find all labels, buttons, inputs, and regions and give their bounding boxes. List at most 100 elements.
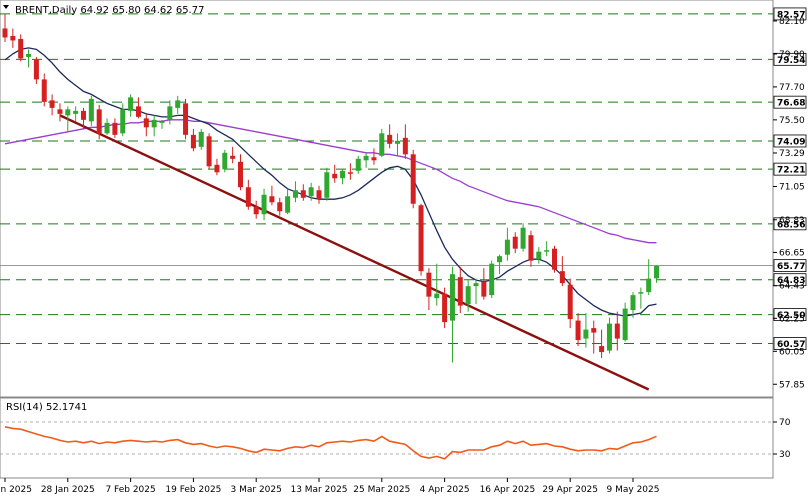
- candle-body: [410, 154, 416, 204]
- x-tick-label: 13 Mar 2025: [290, 485, 347, 495]
- candle-body: [285, 196, 291, 213]
- candle-body: [316, 190, 322, 200]
- candle-body: [81, 110, 86, 120]
- candle-body: [49, 100, 55, 108]
- level-label-box: [773, 95, 807, 109]
- horizontal-levels: [0, 13, 773, 345]
- candle: [638, 287, 644, 309]
- level-label-box: [773, 337, 807, 350]
- y-tick-label: 75.50: [779, 116, 805, 126]
- candle: [120, 103, 126, 137]
- candle-body: [379, 133, 385, 156]
- candle: [449, 266, 455, 363]
- candle-body: [261, 194, 267, 215]
- y-tick-label: 62.25: [779, 314, 805, 324]
- level-label-box: [773, 134, 807, 148]
- price-panel[interactable]: 82.57 79.54 76.68 74.09 72.21 68.56 64.83 62.50…: [0, 0, 807, 398]
- candle: [292, 181, 298, 203]
- candle: [504, 227, 510, 261]
- candle-body: [489, 263, 495, 296]
- y-tick-label: 79.90: [779, 50, 805, 60]
- y-tick-label: 66.65: [779, 248, 805, 258]
- candle-body: [395, 140, 400, 144]
- candle-body: [222, 152, 228, 170]
- candle-body: [426, 272, 432, 297]
- candle: [512, 232, 518, 254]
- candle: [536, 247, 542, 264]
- level-label: 64.83: [777, 276, 805, 286]
- candle-body: [544, 250, 550, 252]
- candle-body: [120, 109, 126, 134]
- x-tick-label: 4 Apr 2025: [420, 485, 470, 495]
- candle: [544, 241, 550, 257]
- level-label: 68.56: [777, 220, 805, 230]
- candle-body: [18, 38, 24, 59]
- x-tick-label: 28 Jan 2025: [41, 485, 95, 495]
- candle: [316, 185, 322, 204]
- candle-body: [151, 119, 157, 128]
- candle-body: [308, 187, 314, 197]
- candle-body: [497, 256, 503, 263]
- candle-body: [206, 136, 212, 167]
- candle-body: [347, 172, 353, 174]
- rsi-panel[interactable]: 70 30 RSI(14) 52.1741: [0, 397, 791, 479]
- candle: [442, 287, 448, 329]
- trendline: [59, 114, 650, 391]
- candle-body: [457, 277, 463, 306]
- candle: [646, 259, 652, 296]
- rsi-header-label: RSI(14) 52.1741: [6, 402, 87, 413]
- candle: [143, 113, 149, 137]
- x-tick-label: 9 May 2025: [607, 485, 660, 495]
- candle: [583, 313, 589, 348]
- x-tick-label: 25 Mar 2025: [353, 485, 410, 495]
- candle-body: [559, 271, 565, 284]
- candle: [285, 188, 291, 215]
- candle-body: [198, 131, 204, 147]
- candle: [49, 94, 55, 116]
- y-tick-label: 60.05: [779, 347, 805, 357]
- candle: [18, 34, 24, 62]
- candle: [261, 188, 267, 221]
- candle: [481, 268, 487, 300]
- candle-body: [269, 196, 275, 203]
- candle-body: [449, 274, 455, 321]
- candle-body: [622, 308, 628, 341]
- candle-body: [104, 122, 110, 134]
- ohlc-values: 64.92 65.80 64.62 65.77: [80, 5, 204, 16]
- y-tick-label: 77.70: [779, 83, 805, 93]
- candle-body: [96, 109, 102, 134]
- candle-body: [614, 323, 620, 339]
- level-label: 76.68: [777, 99, 805, 109]
- rsi-axis: 70 30: [773, 418, 791, 460]
- dropdown-triangle-icon[interactable]: [3, 5, 9, 9]
- candle: [363, 152, 369, 168]
- candle-body: [481, 281, 487, 297]
- candle: [198, 128, 204, 150]
- candle-body: [112, 122, 118, 135]
- candle-body: [143, 118, 149, 128]
- candle-body: [33, 59, 39, 80]
- candle: [395, 133, 400, 156]
- candle-body: [88, 98, 94, 122]
- candle-body: [230, 155, 236, 159]
- candle: [575, 313, 581, 347]
- y-tick-label: 73.29: [779, 149, 805, 159]
- candle-body: [26, 53, 32, 57]
- rsi-tick-label: 70: [779, 418, 791, 428]
- candle-body: [575, 320, 581, 341]
- candle: [214, 158, 220, 176]
- x-tick-label: 16 Apr 2025: [480, 485, 536, 495]
- candle: [112, 118, 118, 138]
- y-tick-label: 68.83: [779, 216, 805, 226]
- candle-body: [434, 293, 440, 299]
- candle: [159, 119, 165, 129]
- level-label-box: [773, 162, 807, 176]
- candle: [81, 107, 86, 129]
- candle: [2, 13, 8, 42]
- y-tick-label: 57.85: [779, 380, 805, 390]
- candle: [183, 98, 189, 140]
- candle-body: [567, 284, 573, 320]
- level-label-box: [773, 217, 807, 231]
- candle-body: [277, 202, 283, 212]
